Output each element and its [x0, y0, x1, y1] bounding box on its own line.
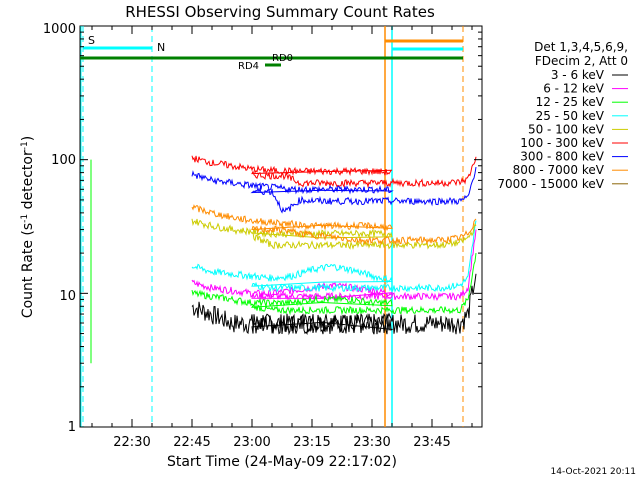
y-axis: 1 10 100 1000 — [43, 22, 76, 435]
chart-title: RHESSI Observing Summary Count Rates — [125, 3, 435, 21]
series-line — [191, 218, 477, 250]
flag-label-s: S — [88, 34, 95, 47]
x-axis-label: Start Time (24-May-09 22:17:02) — [167, 454, 397, 470]
attenuator-label-rd4: RD4 — [238, 61, 259, 72]
flag-label-n: N — [157, 41, 165, 54]
legend-label: 300 - 800 keV — [520, 150, 604, 164]
legend-label: 50 - 100 keV — [528, 122, 605, 136]
legend-label: 12 - 25 keV — [536, 95, 605, 109]
series-line — [191, 273, 477, 336]
timestamp: 14-Oct-2021 20:11 — [551, 467, 636, 477]
legend: Det 1,3,4,5,6,9, FDecim 2, Att 0 3 - 6 k… — [497, 40, 628, 191]
y-tick-marks — [80, 31, 482, 428]
y-axis-label: Count Rate (s-1 detector-1) — [20, 136, 36, 318]
y-tick-label-10: 10 — [59, 289, 76, 304]
legend-label: 25 - 50 keV — [536, 109, 605, 123]
series-line — [191, 229, 477, 302]
series-line — [191, 220, 477, 293]
x-axis: 22:30 22:45 23:00 23:15 23:30 23:45 — [113, 435, 450, 450]
y-tick-label-1: 1 — [68, 420, 76, 435]
plot-frame — [79, 25, 483, 428]
legend-label: 3 - 6 keV — [551, 68, 605, 82]
x-tick-label: 23:00 — [233, 435, 270, 450]
series-line — [191, 253, 477, 316]
legend-label: 100 - 300 keV — [520, 136, 604, 150]
y-tick-label-1000: 1000 — [43, 22, 76, 37]
x-tick-label: 23:30 — [353, 435, 390, 450]
series-line — [191, 204, 477, 246]
legend-header-line2: FDecim 2, Att 0 — [535, 54, 628, 68]
legend-label: 6 - 12 keV — [543, 82, 605, 96]
legend-header-line1: Det 1,3,4,5,6,9, — [534, 40, 628, 54]
series-line — [191, 155, 477, 189]
legend-label: 7000 - 15000 keV — [497, 177, 604, 191]
flag-lines: S N RD4 RD0 — [80, 26, 464, 427]
x-tick-label: 22:45 — [173, 435, 210, 450]
series-line — [191, 167, 477, 214]
x-tick-label: 23:45 — [413, 435, 450, 450]
attenuator-label-rd0: RD0 — [272, 53, 293, 64]
y-tick-label-100: 100 — [51, 153, 76, 168]
legend-label: 800 - 7000 keV — [513, 163, 605, 177]
x-tick-marks — [91, 26, 473, 427]
x-tick-label: 23:15 — [293, 435, 330, 450]
x-tick-label: 22:30 — [113, 435, 150, 450]
series-group — [90, 155, 477, 364]
